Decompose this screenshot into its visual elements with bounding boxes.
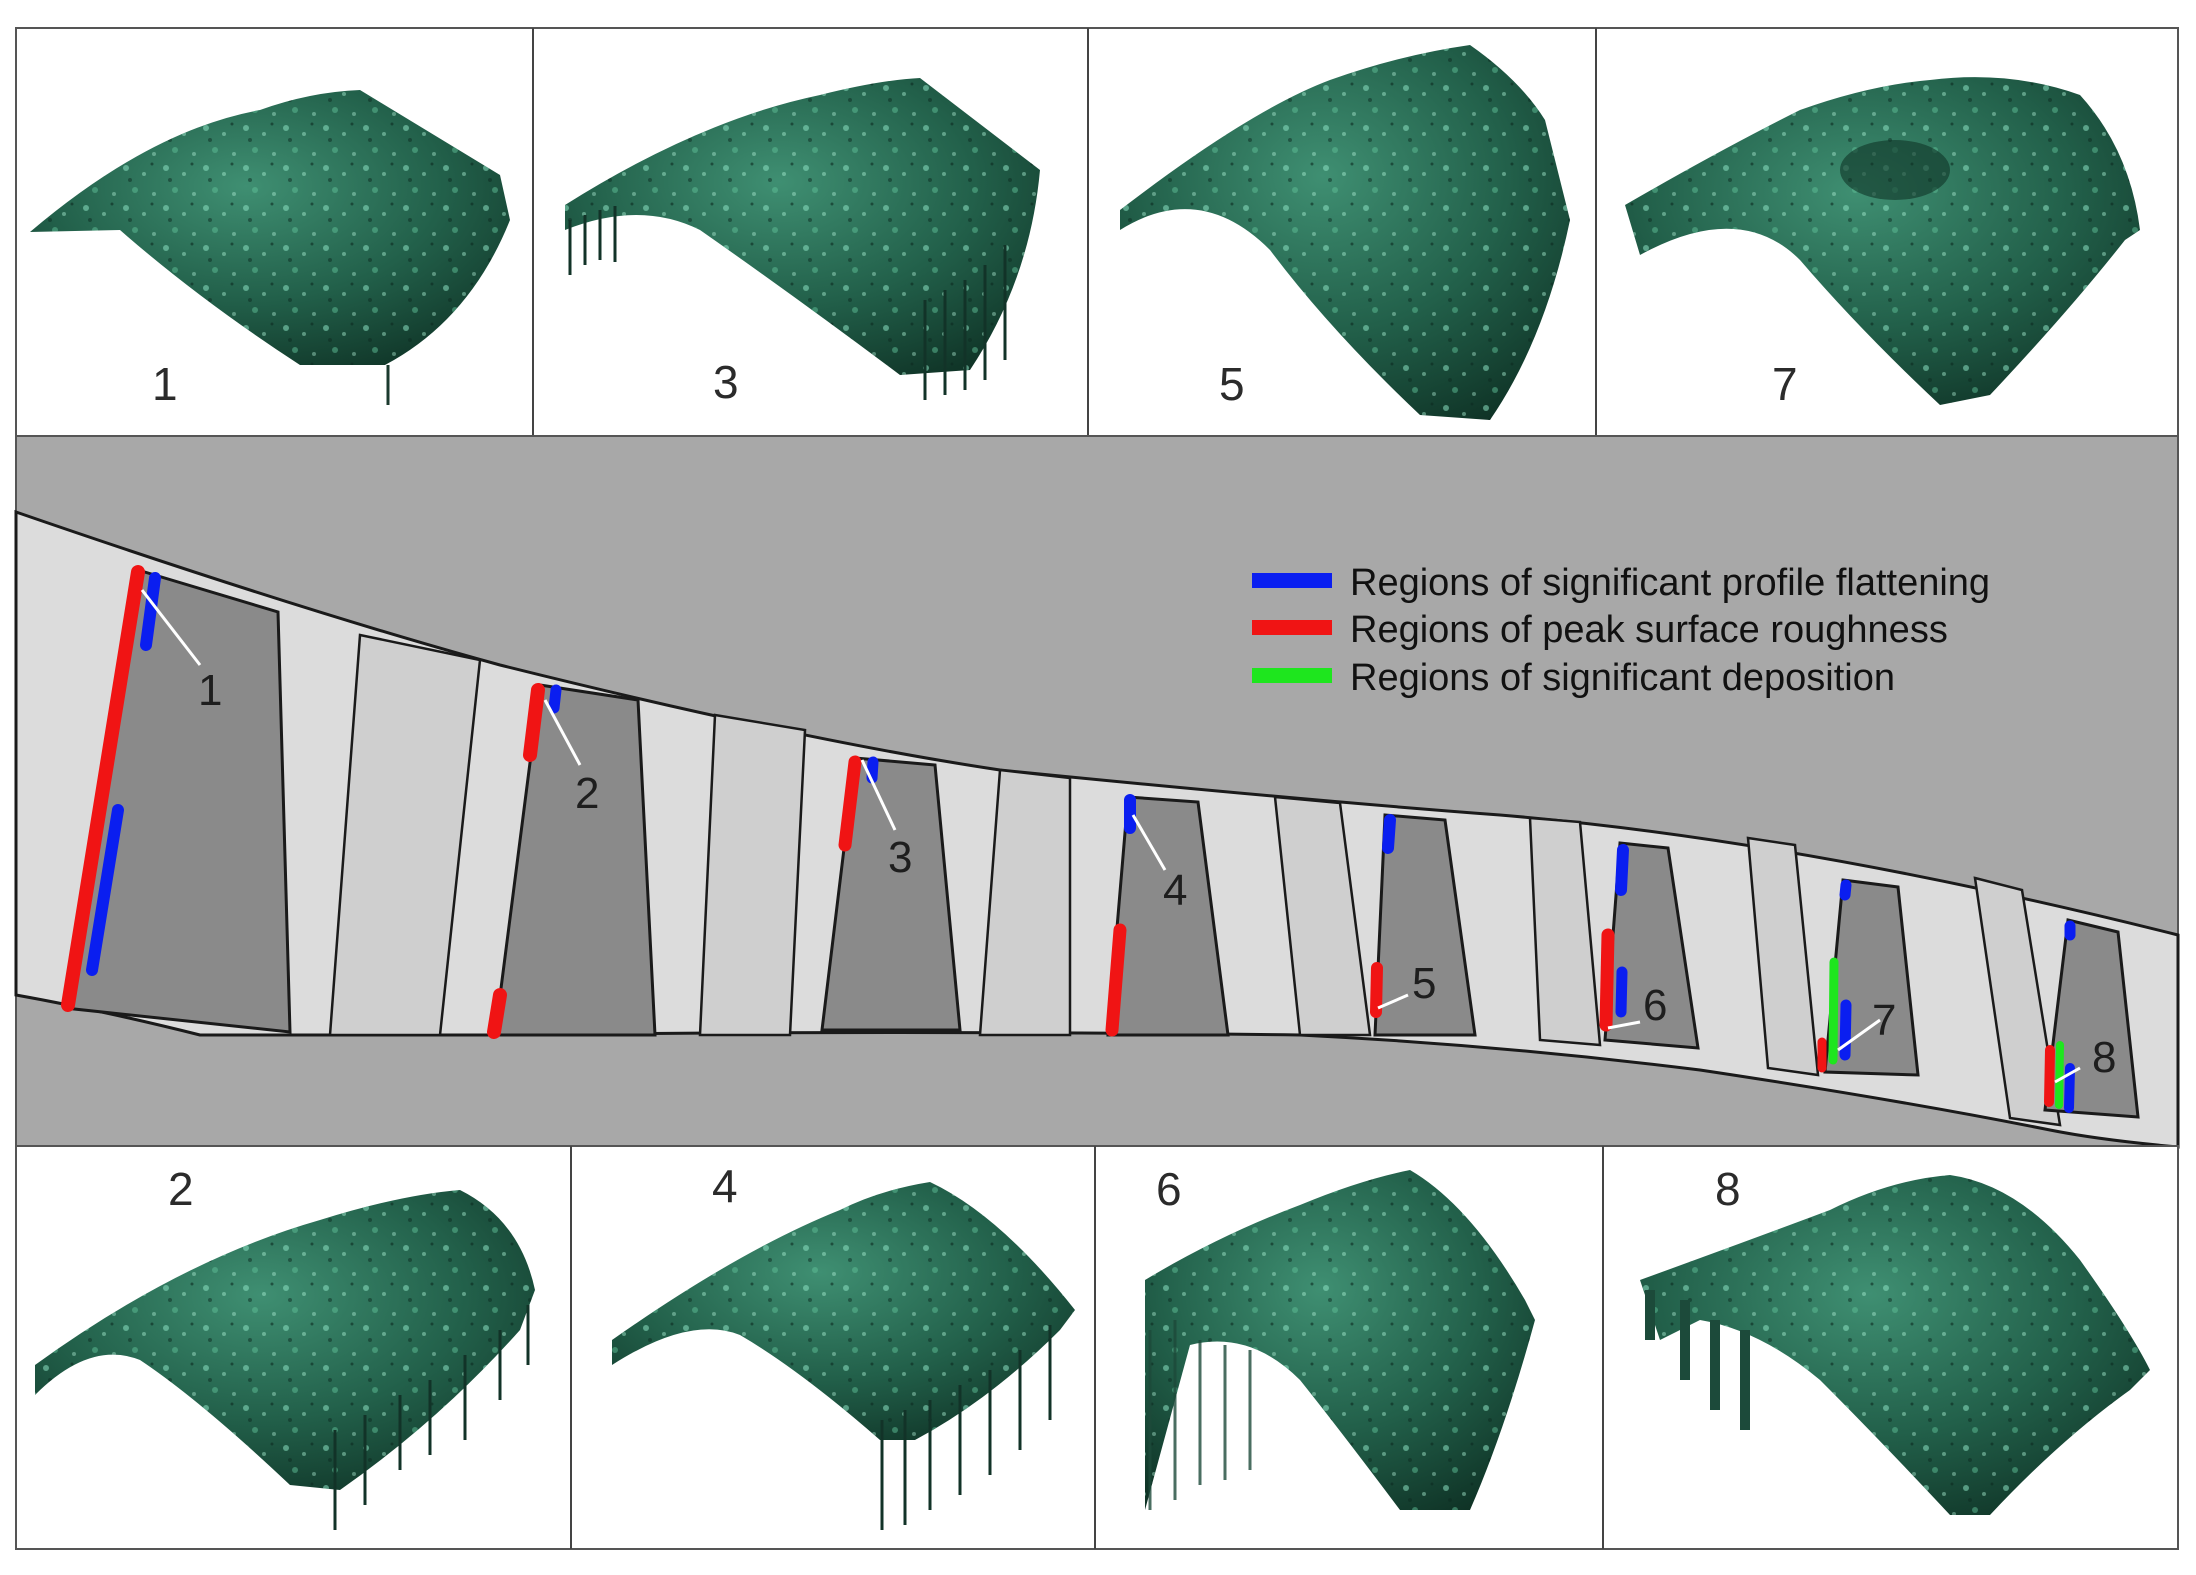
stage-callout: 5 [1412, 959, 1436, 1008]
blade-3 [820, 756, 962, 1032]
deposition-mark [1828, 957, 1839, 1065]
stage-callout: 1 [198, 666, 222, 715]
legend-label: Regions of peak surface roughness [1350, 609, 1948, 651]
stage-callout: 8 [2092, 1033, 2116, 1082]
flattening-mark [866, 756, 879, 784]
flattening-mark [1615, 966, 1628, 1018]
deposition-mark [2055, 1041, 2064, 1109]
bottom-panel-label: 2 [168, 1163, 194, 1215]
bottom-panel-label: 4 [712, 1160, 738, 1212]
top-panel-label: 1 [152, 358, 178, 410]
flattening-mark [1382, 814, 1396, 854]
flattening-mark [548, 684, 562, 714]
surface-scan-5 [1120, 45, 1570, 420]
roughness-mark [838, 755, 862, 852]
roughness-mark [2044, 1045, 2055, 1107]
flattening-mark [140, 572, 161, 651]
compressor-schematic: 1 2 3 4 5 6 7 8 Regions of significant p… [14, 435, 2180, 1149]
stage-callout: 2 [575, 769, 599, 818]
bottom-panel-label: 6 [1156, 1163, 1182, 1215]
legend-label: Regions of significant profile flattenin… [1350, 562, 1990, 604]
callout-leaders [140, 589, 2081, 1084]
surface-scan-2 [35, 1190, 535, 1530]
surface-scan-1 [30, 90, 510, 405]
stage-callout: 4 [1163, 866, 1187, 915]
roughness-mark [1370, 962, 1383, 1018]
bottom-panel-label: 8 [1715, 1163, 1741, 1215]
stage-callout: 6 [1643, 981, 1667, 1030]
surface-scan-3 [565, 78, 1040, 400]
surface-scan-4 [612, 1182, 1075, 1530]
surface-scan-7 [1625, 77, 2140, 406]
bottom-panel-row: 2 4 6 8 [15, 1145, 2179, 1550]
flattening-mark [1615, 844, 1629, 896]
flattening-mark [1839, 999, 1852, 1061]
legend-swatch-roughness [1252, 620, 1332, 635]
surface-scan-6 [1145, 1170, 1535, 1510]
top-panel-label: 5 [1219, 358, 1245, 410]
top-panel-label: 7 [1772, 358, 1798, 410]
legend-swatch-deposition [1252, 668, 1332, 683]
blade-5 [1373, 813, 1477, 1037]
legend-label: Regions of significant deposition [1350, 657, 1895, 699]
stage-callout: 3 [888, 833, 912, 882]
top-panel-label: 3 [713, 356, 739, 408]
legend: Regions of significant profile flattenin… [1252, 562, 1990, 699]
roughness-mark [523, 683, 545, 762]
blade-2 [493, 683, 657, 1037]
top-panel-row: 1 3 5 7 [15, 27, 2179, 437]
roughness-mark [487, 988, 507, 1039]
roughness-mark [1599, 928, 1615, 1032]
roughness-mark [61, 565, 145, 1012]
flattening-mark [86, 804, 124, 976]
stage-callout: 7 [1872, 996, 1896, 1045]
stator-vanes [328, 633, 2062, 1127]
flattening-mark [1839, 879, 1852, 901]
highlight-marks [61, 565, 2076, 1113]
roughness-mark [1105, 923, 1127, 1037]
surface-scan-8 [1640, 1175, 2150, 1515]
legend-swatch-flattening [1252, 573, 1332, 588]
